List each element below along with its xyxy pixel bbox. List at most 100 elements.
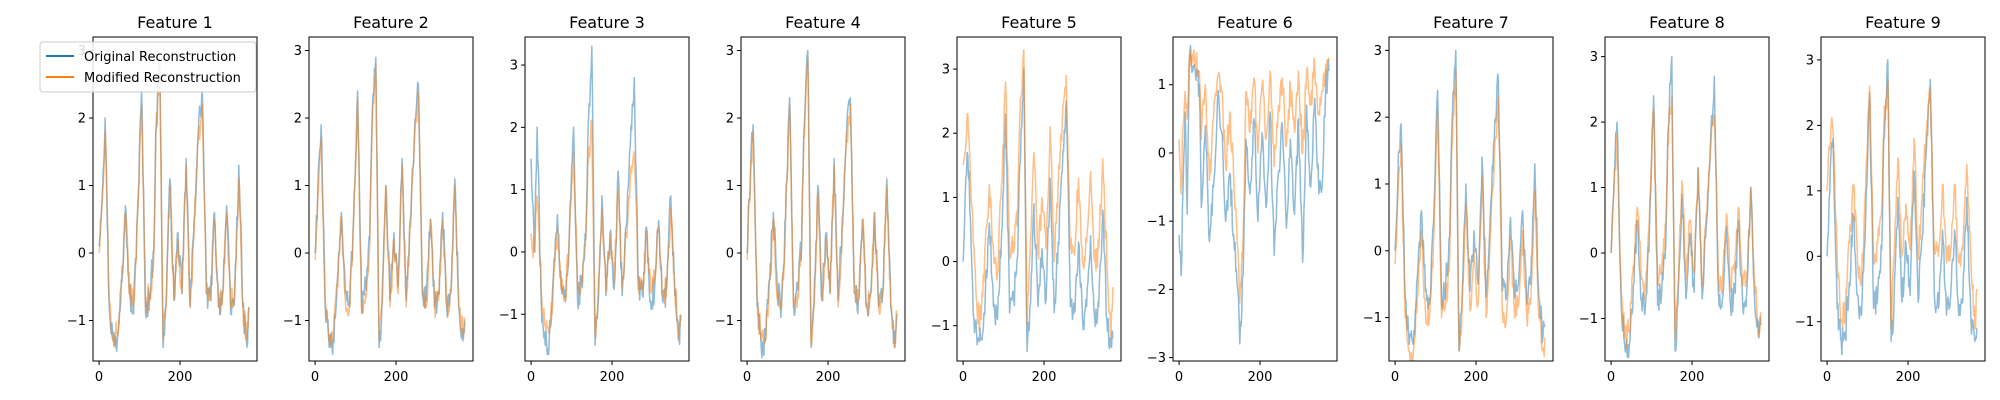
y-tick-label: −1: [715, 314, 734, 329]
y-tick-label: 2: [1374, 111, 1382, 126]
y-tick-label: 1: [1806, 184, 1814, 199]
y-tick-label: 1: [510, 183, 518, 198]
y-tick-label: 1: [1158, 78, 1166, 93]
y-tick-label: 0: [78, 247, 86, 262]
x-tick-label: 200: [168, 370, 193, 385]
y-tick-label: 1: [78, 179, 86, 194]
y-tick-label: 2: [942, 127, 950, 142]
series-line-modified: [530, 119, 682, 341]
y-tick-label: −2: [1147, 283, 1166, 298]
panel-feature-4: 0 200 −1 0 1 2 3 Feature 4: [715, 13, 906, 385]
y-tick-label: 0: [726, 247, 734, 262]
series-line-original: [962, 68, 1114, 353]
series-line-modified: [314, 63, 466, 346]
y-tick-label: 3: [726, 44, 734, 59]
panel-title: Feature 5: [1001, 13, 1077, 32]
series-line-modified: [1394, 69, 1546, 361]
y-tick-label: −1: [931, 319, 950, 334]
axes-frame: [1388, 36, 1554, 362]
y-tick-label: 3: [1374, 44, 1382, 59]
x-tick-label: 200: [1032, 370, 1057, 385]
series-line-original: [1826, 59, 1978, 356]
y-tick-label: 1: [942, 191, 950, 206]
x-tick-label: 200: [1248, 370, 1273, 385]
series-line-original: [746, 49, 898, 359]
plot-area: [746, 49, 898, 359]
y-tick-label: 2: [294, 112, 302, 127]
y-tick-label: −1: [499, 308, 518, 323]
axes-frame: [1172, 36, 1338, 362]
y-tick-label: 2: [78, 112, 86, 127]
y-tick-label: −3: [1147, 351, 1166, 366]
x-tick-label: 0: [311, 370, 319, 385]
panel-title: Feature 1: [137, 13, 213, 32]
y-tick-label: 3: [942, 63, 950, 78]
axes-frame: [524, 36, 690, 362]
y-tick-label: −1: [1795, 315, 1814, 330]
x-tick-label: 0: [1823, 370, 1831, 385]
y-tick-label: 2: [726, 112, 734, 127]
series-line-original: [1610, 55, 1762, 359]
y-tick-label: 3: [1806, 53, 1814, 68]
series-line-original: [530, 45, 682, 356]
plot-area: [530, 45, 682, 356]
legend-frame: [39, 41, 257, 93]
x-tick-label: 200: [384, 370, 409, 385]
y-tick-label: 2: [510, 121, 518, 136]
x-tick-label: 0: [959, 370, 967, 385]
y-tick-label: 0: [1158, 146, 1166, 161]
series-line-modified: [1826, 78, 1978, 330]
legend-label-modified: Modified Reconstruction: [84, 71, 241, 86]
axes-frame: [1820, 36, 1986, 362]
legend-label-original: Original Reconstruction: [84, 50, 236, 65]
y-tick-label: 0: [510, 245, 518, 260]
panel-title: Feature 6: [1217, 13, 1293, 32]
plot-area: [1178, 44, 1330, 345]
x-tick-label: 0: [743, 370, 751, 385]
series-line-original: [1178, 44, 1330, 345]
y-tick-label: −1: [1363, 311, 1382, 326]
series-line-modified: [98, 70, 250, 349]
y-tick-label: 2: [1806, 119, 1814, 134]
panel-feature-8: 0 200 −1 0 1 2 3 Feature 8: [1579, 13, 1770, 385]
y-tick-label: −1: [67, 314, 86, 329]
panel-title: Feature 3: [569, 13, 645, 32]
y-tick-label: 1: [1590, 181, 1598, 196]
x-tick-label: 200: [1680, 370, 1705, 385]
y-tick-label: 0: [1806, 250, 1814, 265]
x-tick-label: 200: [600, 370, 625, 385]
panel-title: Feature 9: [1865, 13, 1941, 32]
panel-feature-2: 0 200 −1 0 1 2 3 Feature 2: [283, 13, 474, 385]
y-tick-label: 1: [1374, 177, 1382, 192]
panel-title: Feature 7: [1433, 13, 1509, 32]
y-tick-label: −1: [283, 314, 302, 329]
plot-area: [1610, 55, 1762, 359]
plot-area: [1394, 49, 1546, 361]
series-line-modified: [1178, 48, 1330, 304]
legend: Original Reconstruction Modified Reconst…: [39, 41, 257, 93]
panel-title: Feature 4: [785, 13, 861, 32]
x-tick-label: 0: [95, 370, 103, 385]
axes-frame: [740, 36, 906, 362]
plot-area: [98, 56, 250, 353]
y-tick-label: −1: [1579, 312, 1598, 327]
panel-feature-6: 0 200 −3 −2 −1 0 1 Feature 6: [1147, 13, 1338, 385]
x-tick-label: 0: [527, 370, 535, 385]
series-line-modified: [1610, 95, 1762, 349]
x-tick-label: 0: [1607, 370, 1615, 385]
y-tick-label: 0: [1374, 244, 1382, 259]
series-line-modified: [962, 49, 1114, 340]
axes-frame: [956, 36, 1122, 362]
x-tick-label: 200: [1896, 370, 1921, 385]
x-tick-label: 200: [1464, 370, 1489, 385]
axes-frame: [308, 36, 474, 362]
plot-area: [314, 56, 466, 355]
panel-feature-7: 0 200 −1 0 1 2 3 Feature 7: [1363, 13, 1554, 385]
axes-frame: [1604, 36, 1770, 362]
panel-feature-3: 0 200 −1 0 1 2 3 Feature 3: [499, 13, 690, 385]
y-tick-label: −1: [1147, 215, 1166, 230]
x-tick-label: 0: [1175, 370, 1183, 385]
